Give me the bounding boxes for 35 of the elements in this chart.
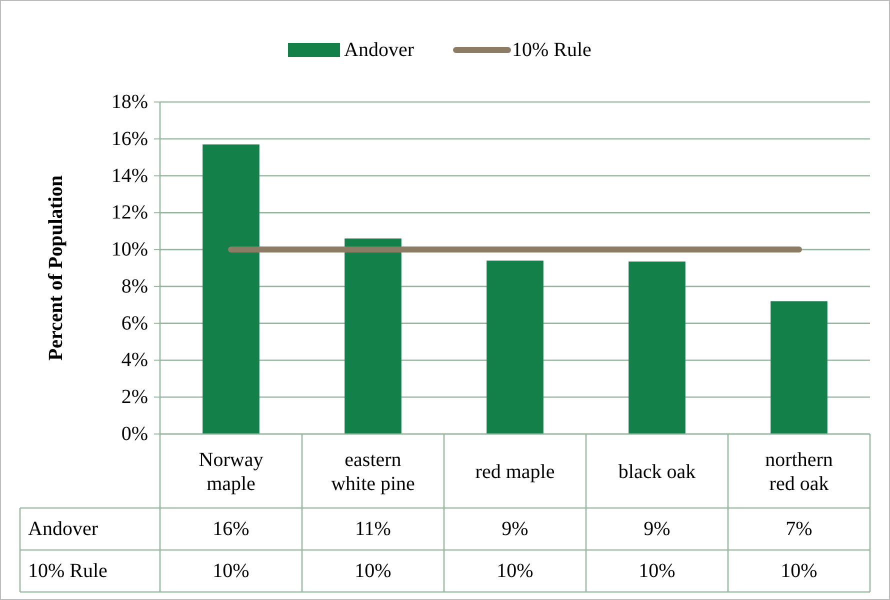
x-tick-label: black oak bbox=[618, 461, 696, 483]
legend-label: 10% Rule bbox=[512, 39, 592, 61]
y-tick-label: 12% bbox=[111, 202, 148, 224]
y-axis-title: Percent of Population bbox=[45, 175, 67, 361]
y-tick-label: 8% bbox=[121, 275, 148, 298]
data-label: 10% bbox=[638, 560, 676, 582]
data-label: 10% bbox=[496, 560, 534, 582]
data-label: 16% bbox=[212, 518, 250, 540]
data-label: 9% bbox=[644, 518, 670, 540]
bar bbox=[770, 301, 828, 434]
y-tick-label: 10% bbox=[111, 238, 148, 261]
data-label: 11% bbox=[355, 518, 391, 540]
data-label: 7% bbox=[786, 518, 812, 540]
y-tick-label: 14% bbox=[111, 164, 148, 187]
text: Andover bbox=[28, 518, 98, 540]
text: 10% Rule bbox=[28, 560, 108, 582]
bar bbox=[486, 260, 544, 434]
y-tick-label: 18% bbox=[111, 91, 148, 113]
y-tick-label: 4% bbox=[121, 349, 148, 372]
y-tick-label: 16% bbox=[111, 128, 148, 150]
data-label: 10% bbox=[212, 560, 250, 582]
x-tick-label: eastern white pine bbox=[331, 449, 416, 495]
y-tick-label: 2% bbox=[121, 386, 148, 408]
x-tick-label: red maple bbox=[475, 461, 555, 483]
y-tick-label: 6% bbox=[121, 312, 148, 334]
x-tick-label: Norway maple bbox=[198, 449, 264, 495]
bar bbox=[628, 262, 686, 434]
legend-label: Andover bbox=[344, 39, 414, 61]
data-label: 10% bbox=[780, 560, 818, 582]
bar bbox=[344, 238, 402, 434]
y-tick-label: 0% bbox=[121, 423, 148, 445]
x-tick-label: northern red oak bbox=[765, 449, 833, 495]
data-label: 9% bbox=[502, 518, 528, 540]
bar bbox=[202, 144, 260, 434]
data-label: 10% bbox=[354, 560, 392, 582]
